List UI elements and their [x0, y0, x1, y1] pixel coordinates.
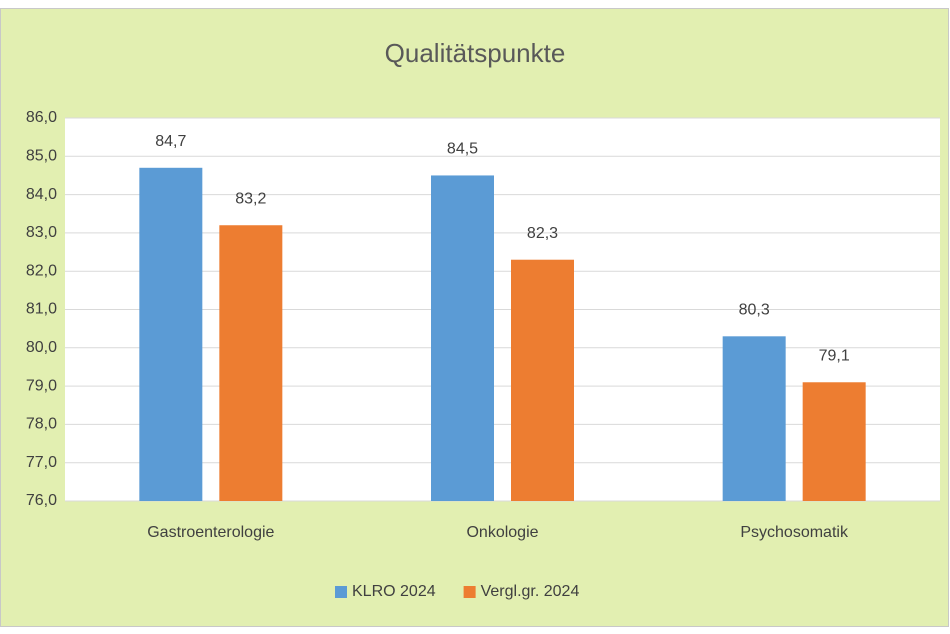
data-label: 82,3	[527, 225, 558, 242]
data-label: 84,5	[447, 141, 478, 158]
chart-title: Qualitätspunkte	[385, 38, 566, 68]
legend-label: KLRO 2024	[352, 583, 436, 600]
y-tick-label: 78,0	[26, 416, 57, 433]
y-tick-label: 84,0	[26, 186, 57, 203]
y-tick-label: 83,0	[26, 224, 57, 241]
legend-swatch	[335, 586, 347, 598]
bar	[139, 167, 203, 502]
y-tick-label: 77,0	[26, 454, 57, 471]
y-tick-label: 76,0	[26, 492, 57, 509]
bar	[511, 259, 574, 501]
data-label: 84,7	[155, 133, 186, 150]
data-label: 79,1	[819, 347, 850, 364]
x-tick-label: Psychosomatik	[740, 524, 849, 541]
bar	[802, 382, 866, 501]
data-label: 80,3	[739, 302, 770, 319]
x-tick-label: Onkologie	[466, 524, 538, 541]
y-tick-label: 86,0	[26, 109, 57, 126]
y-tick-label: 85,0	[26, 148, 57, 165]
legend-label: Vergl.gr. 2024	[481, 583, 580, 600]
y-tick-label: 82,0	[26, 262, 57, 279]
y-tick-label: 81,0	[26, 301, 57, 318]
data-label: 83,2	[235, 190, 266, 207]
bar	[722, 336, 786, 501]
bar	[431, 175, 494, 501]
bar	[219, 225, 283, 502]
x-tick-label: Gastroenterologie	[147, 524, 274, 541]
y-tick-label: 79,0	[26, 377, 57, 394]
y-tick-label: 80,0	[26, 339, 57, 356]
legend-swatch	[463, 586, 476, 598]
